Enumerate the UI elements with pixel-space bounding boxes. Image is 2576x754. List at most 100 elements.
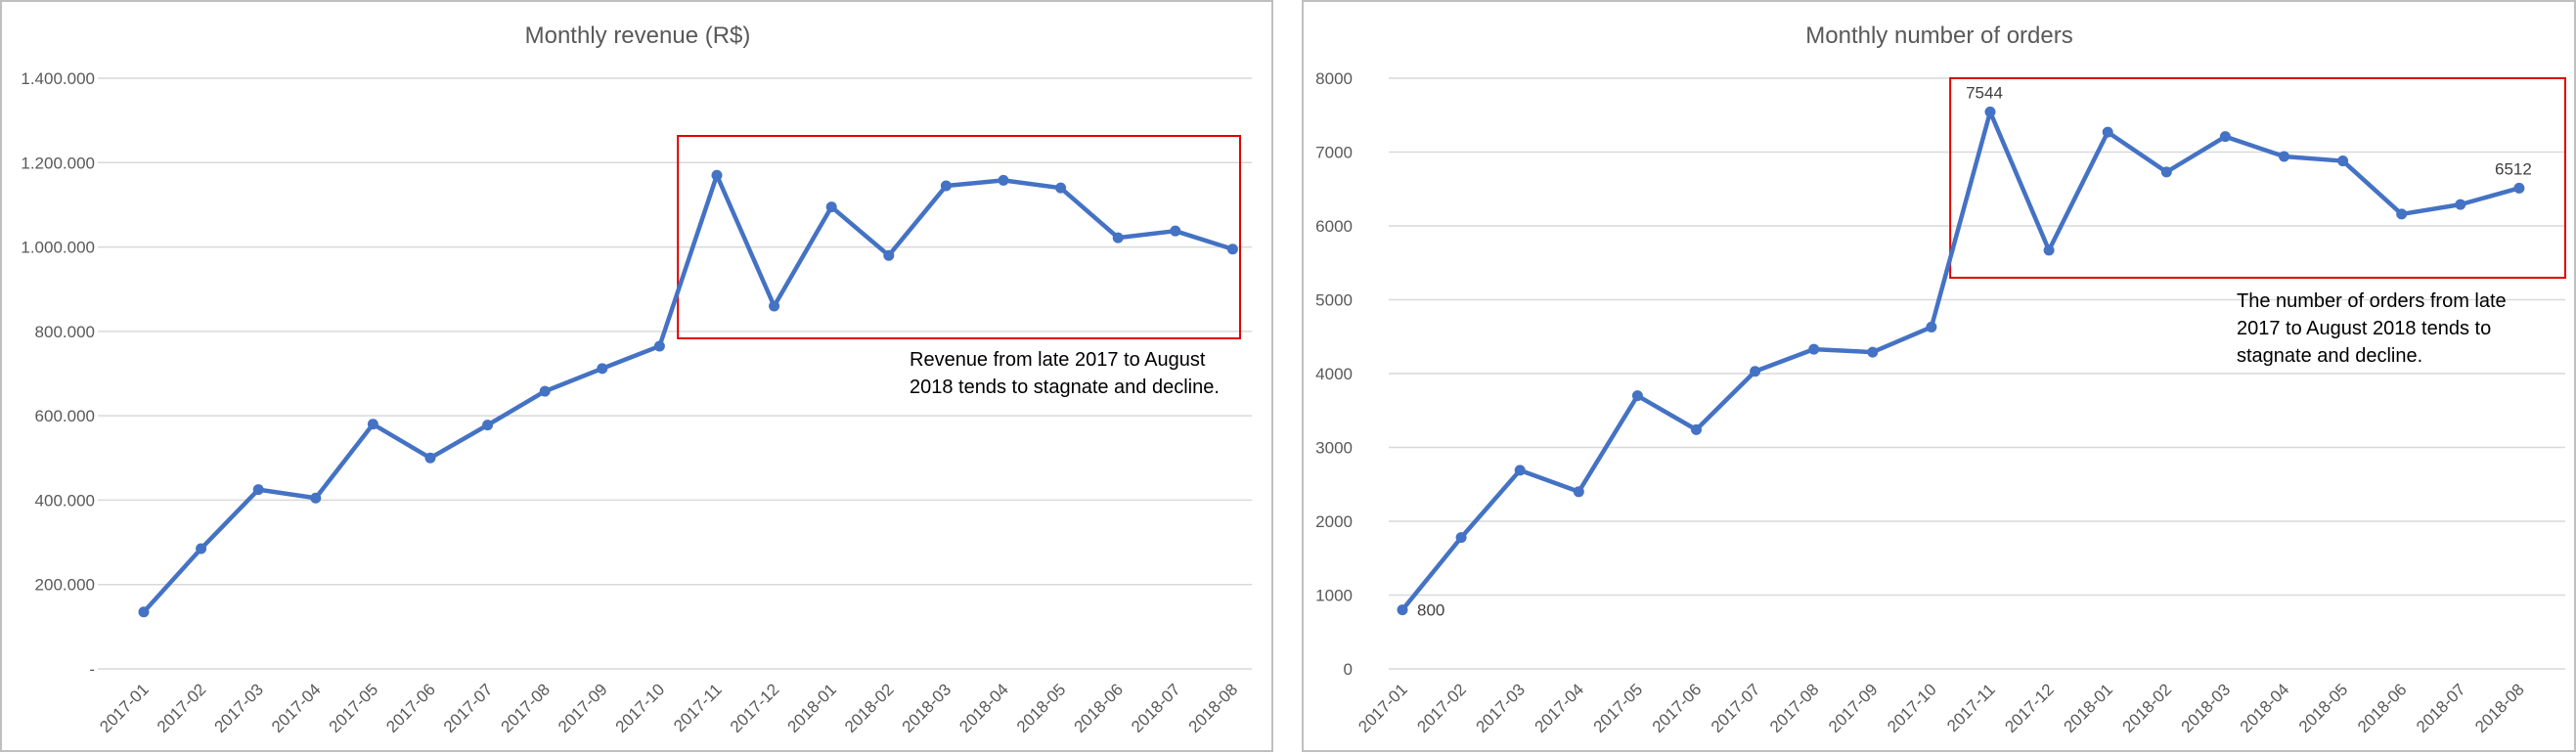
revenue-y-tick-label: 600.000 [35, 407, 95, 425]
orders-x-tick-label: 2017-05 [1590, 680, 1647, 736]
orders-data-point [1867, 346, 1879, 358]
orders-highlight-box [1949, 77, 2566, 279]
revenue-x-tick-label: 2018-07 [1128, 680, 1184, 736]
orders-data-point [2279, 151, 2289, 162]
orders-data-point [1691, 423, 1702, 435]
revenue-data-point [1055, 182, 1067, 194]
revenue-data-point [711, 169, 723, 181]
orders-data-point [1750, 366, 1761, 377]
orders-y-tick-label: 6000 [1315, 217, 1353, 236]
revenue-x-tick-label: 2018-05 [1013, 680, 1070, 736]
orders-x-tick-label: 2017-09 [1825, 680, 1882, 736]
revenue-highlight-box [677, 135, 1241, 339]
orders-x-tick-label: 2018-02 [2119, 680, 2176, 736]
revenue-x-tick-label: 2017-03 [210, 680, 267, 736]
revenue-data-point [940, 180, 952, 192]
orders-x-tick-label: 2017-04 [1532, 680, 1588, 736]
revenue-x-tick-label: 2017-12 [727, 680, 783, 736]
orders-x-tick-label: 2017-02 [1413, 680, 1470, 736]
orders-y-tick-label: 3000 [1315, 439, 1353, 458]
revenue-x-tick-label: 2017-07 [440, 680, 497, 736]
orders-annotation-text: stagnate and decline. [2237, 345, 2422, 367]
orders-x-tick-label: 2017-10 [1884, 680, 1940, 736]
revenue-data-point [1170, 225, 1181, 237]
orders-x-tick-label: 2017-12 [2001, 680, 2058, 736]
orders-data-point [2337, 155, 2349, 167]
orders-y-tick-label: 7000 [1315, 144, 1353, 162]
revenue-x-tick-label: 2017-06 [382, 680, 439, 736]
orders-data-point [2160, 166, 2172, 178]
orders-x-tick-label: 2018-08 [2471, 680, 2528, 736]
revenue-y-tick-label: 1.000.000 [21, 239, 95, 257]
orders-x-tick-label: 2017-08 [1766, 680, 1823, 736]
revenue-x-tick-label: 2017-05 [326, 680, 382, 736]
orders-data-point [1926, 321, 1937, 333]
revenue-x-tick-label: 2018-01 [783, 680, 840, 736]
orders-data-label: 800 [1417, 601, 1444, 620]
orders-y-tick-label: 2000 [1315, 512, 1353, 531]
orders-x-tick-label: 2018-05 [2295, 680, 2352, 736]
orders-data-label: 6512 [2495, 159, 2532, 178]
orders-data-point [1514, 465, 1526, 476]
orders-data-point [2043, 244, 2055, 256]
revenue-x-tick-label: 2018-02 [841, 680, 898, 736]
orders-chart: Monthly number of orders 0 1000 2000 3000 400… [1315, 22, 2566, 736]
revenue-chart: Monthly revenue (R$) - 200.000 400.000 600.0… [21, 22, 1252, 736]
revenue-y-tick-label: 800.000 [35, 323, 95, 341]
revenue-chart-panel: Monthly revenue (R$) - 200.000 400.000 600.0… [0, 0, 1273, 752]
orders-y-tick-label: 5000 [1315, 291, 1353, 310]
revenue-y-tick-label: 1.200.000 [21, 154, 95, 172]
orders-x-tick-label: 2017-03 [1472, 680, 1529, 736]
orders-x-tick-label: 2018-06 [2354, 680, 2411, 736]
revenue-data-point [825, 201, 837, 213]
orders-annotation-text: 2017 to August 2018 tends to [2237, 318, 2491, 339]
orders-data-point [1631, 390, 1643, 402]
orders-data-point [2513, 182, 2525, 194]
orders-data-point [1808, 343, 1820, 355]
revenue-y-tick-label: 200.000 [35, 576, 95, 595]
revenue-y-tick-label: 400.000 [35, 491, 95, 510]
orders-data-point [2396, 208, 2408, 220]
orders-x-tick-label: 2018-01 [2060, 680, 2116, 736]
orders-x-tick-label: 2017-07 [1708, 680, 1764, 736]
revenue-data-point [539, 385, 551, 397]
revenue-data-point [138, 606, 150, 618]
revenue-x-tick-label: 2017-10 [612, 680, 669, 736]
orders-y-tick-label: 4000 [1315, 365, 1353, 383]
revenue-chart-title: Monthly revenue (R$) [525, 22, 751, 49]
orders-data-label: 7544 [1966, 83, 2003, 102]
revenue-x-tick-label: 2017-02 [154, 680, 210, 736]
orders-data-point [1397, 604, 1408, 616]
revenue-data-point [196, 543, 207, 554]
revenue-data-point [367, 419, 378, 430]
revenue-data-point [998, 174, 1009, 186]
orders-annotation-text: The number of orders from late [2237, 290, 2507, 312]
orders-x-tick-label: 2018-07 [2413, 680, 2469, 736]
revenue-x-tick-label: 2018-04 [955, 680, 1012, 736]
revenue-data-point [482, 420, 494, 431]
orders-y-tick-label: 0 [1344, 660, 1353, 679]
revenue-series-line [142, 172, 1234, 614]
orders-data-point [2455, 199, 2466, 210]
revenue-x-tick-label: 2017-01 [96, 680, 153, 736]
revenue-x-tick-label: 2018-08 [1185, 680, 1242, 736]
orders-x-tick-label: 2017-01 [1355, 680, 1411, 736]
orders-y-tick-label: 1000 [1315, 587, 1353, 605]
revenue-x-tick-label: 2017-04 [268, 680, 325, 736]
revenue-annotation-text: 2018 tends to stagnate and decline. [910, 377, 1220, 398]
orders-x-tick-label: 2018-03 [2178, 680, 2235, 736]
orders-y-tick-label: 8000 [1315, 69, 1353, 88]
revenue-data-point [597, 363, 608, 375]
orders-data-point [1455, 532, 1467, 544]
revenue-y-tick-label: 1.400.000 [21, 69, 95, 88]
orders-chart-title: Monthly number of orders [1805, 22, 2072, 49]
revenue-data-point [1112, 232, 1124, 244]
orders-x-tick-label: 2017-11 [1943, 680, 1999, 735]
orders-data-point [2219, 131, 2231, 143]
orders-x-tick-label: 2017-06 [1649, 680, 1706, 736]
orders-data-point [2102, 126, 2113, 138]
orders-data-point [1984, 106, 1996, 117]
revenue-data-point [883, 249, 895, 261]
revenue-data-point [1226, 244, 1238, 255]
revenue-data-point [424, 452, 436, 464]
